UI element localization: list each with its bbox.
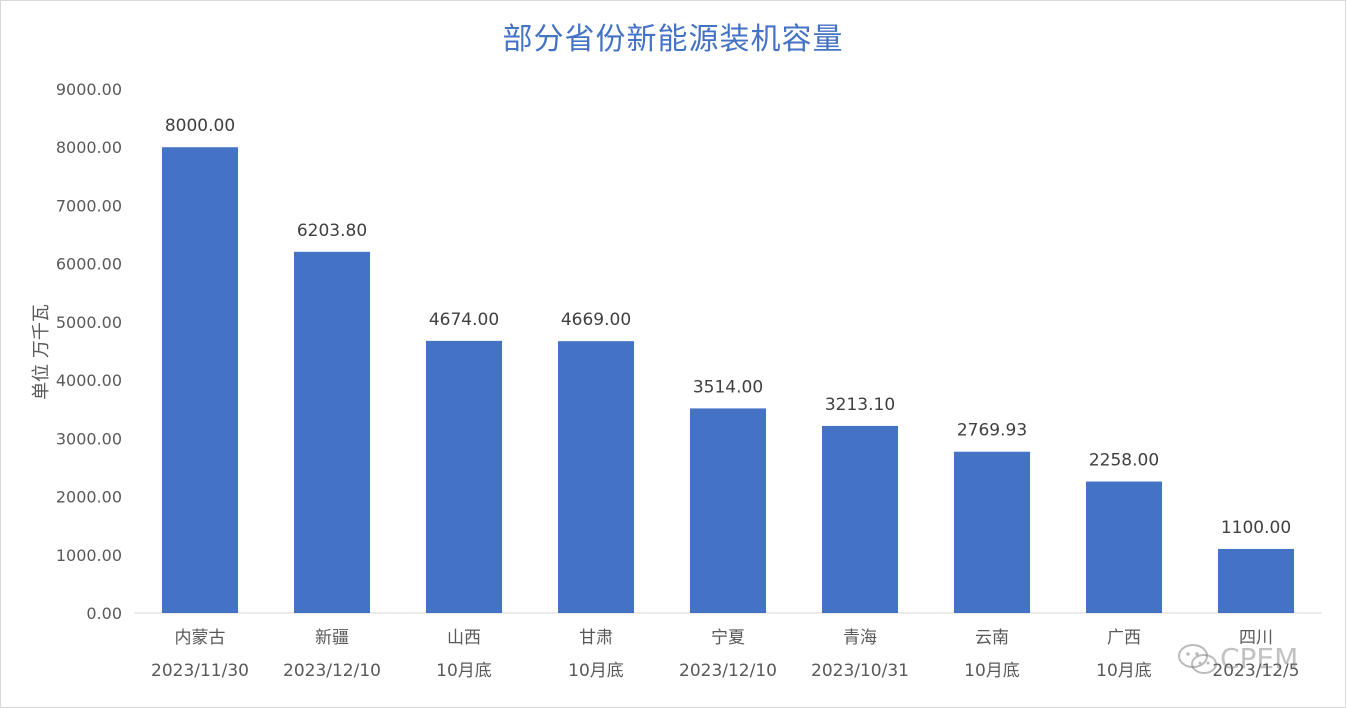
data-label: 3213.10 xyxy=(825,395,895,415)
y-tick-label: 6000.00 xyxy=(56,255,122,274)
y-tick-label: 9000.00 xyxy=(56,80,122,99)
y-tick-label: 0.00 xyxy=(86,604,122,623)
bar xyxy=(294,251,370,614)
y-tick-label: 4000.00 xyxy=(56,371,122,390)
bar xyxy=(162,147,238,613)
data-label: 2769.93 xyxy=(957,421,1027,441)
data-label: 3514.00 xyxy=(693,377,763,397)
x-tick-label: 四川 xyxy=(1239,628,1273,648)
x-tick-label: 青海 xyxy=(843,628,877,648)
bar xyxy=(1218,548,1294,613)
y-tick-label: 3000.00 xyxy=(56,429,122,448)
bar xyxy=(822,425,898,613)
data-label: 4669.00 xyxy=(561,310,631,330)
x-tick-label: 宁夏 xyxy=(711,628,745,648)
data-label: 4674.00 xyxy=(429,310,499,330)
data-label: 2258.00 xyxy=(1089,451,1159,471)
x-tick-date: 2023/12/5 xyxy=(1212,661,1299,681)
watermark-text: CPEM xyxy=(1220,642,1299,675)
y-tick-label: 8000.00 xyxy=(56,138,122,157)
watermark: CPEM xyxy=(1176,640,1306,684)
x-tick-date: 10月底 xyxy=(436,661,492,681)
x-tick-date: 2023/12/10 xyxy=(283,661,381,681)
x-tick-date: 2023/12/10 xyxy=(679,661,777,681)
data-label: 1100.00 xyxy=(1221,518,1291,538)
x-tick-label: 山西 xyxy=(447,628,481,648)
bar xyxy=(1086,481,1162,613)
bar xyxy=(954,451,1030,613)
chart-title: 部分省份新能源装机容量 xyxy=(502,22,844,57)
x-tick-date: 10月底 xyxy=(568,661,624,681)
bar xyxy=(558,341,634,613)
x-tick-label: 云南 xyxy=(975,628,1009,648)
x-tick-label: 新疆 xyxy=(315,628,349,648)
y-tick-label: 7000.00 xyxy=(56,196,122,215)
x-tick-date: 10月底 xyxy=(964,661,1020,681)
y-tick-label: 1000.00 xyxy=(56,546,122,565)
bar xyxy=(690,408,766,613)
wechat-icon xyxy=(1178,644,1217,674)
data-label: 6203.80 xyxy=(297,221,367,241)
y-tick-label: 2000.00 xyxy=(56,488,122,507)
x-tick-date: 2023/11/30 xyxy=(151,661,249,681)
x-tick-label: 甘肃 xyxy=(579,628,613,648)
data-label: 8000.00 xyxy=(165,116,235,136)
y-tick-label: 5000.00 xyxy=(56,313,122,332)
bar xyxy=(426,340,502,613)
x-tick-label: 广西 xyxy=(1107,628,1141,648)
x-tick-date: 2023/10/31 xyxy=(811,661,909,681)
x-tick-label: 内蒙古 xyxy=(175,628,226,648)
x-tick-date: 10月底 xyxy=(1096,661,1152,681)
